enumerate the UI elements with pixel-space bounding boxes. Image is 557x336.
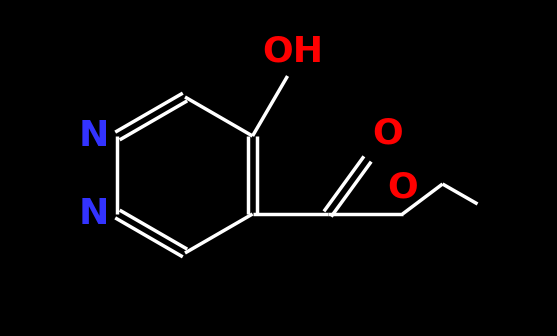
Text: O: O — [373, 117, 403, 151]
Text: O: O — [387, 170, 418, 204]
Text: N: N — [79, 119, 109, 153]
Text: OH: OH — [262, 34, 323, 68]
Text: N: N — [79, 197, 109, 231]
